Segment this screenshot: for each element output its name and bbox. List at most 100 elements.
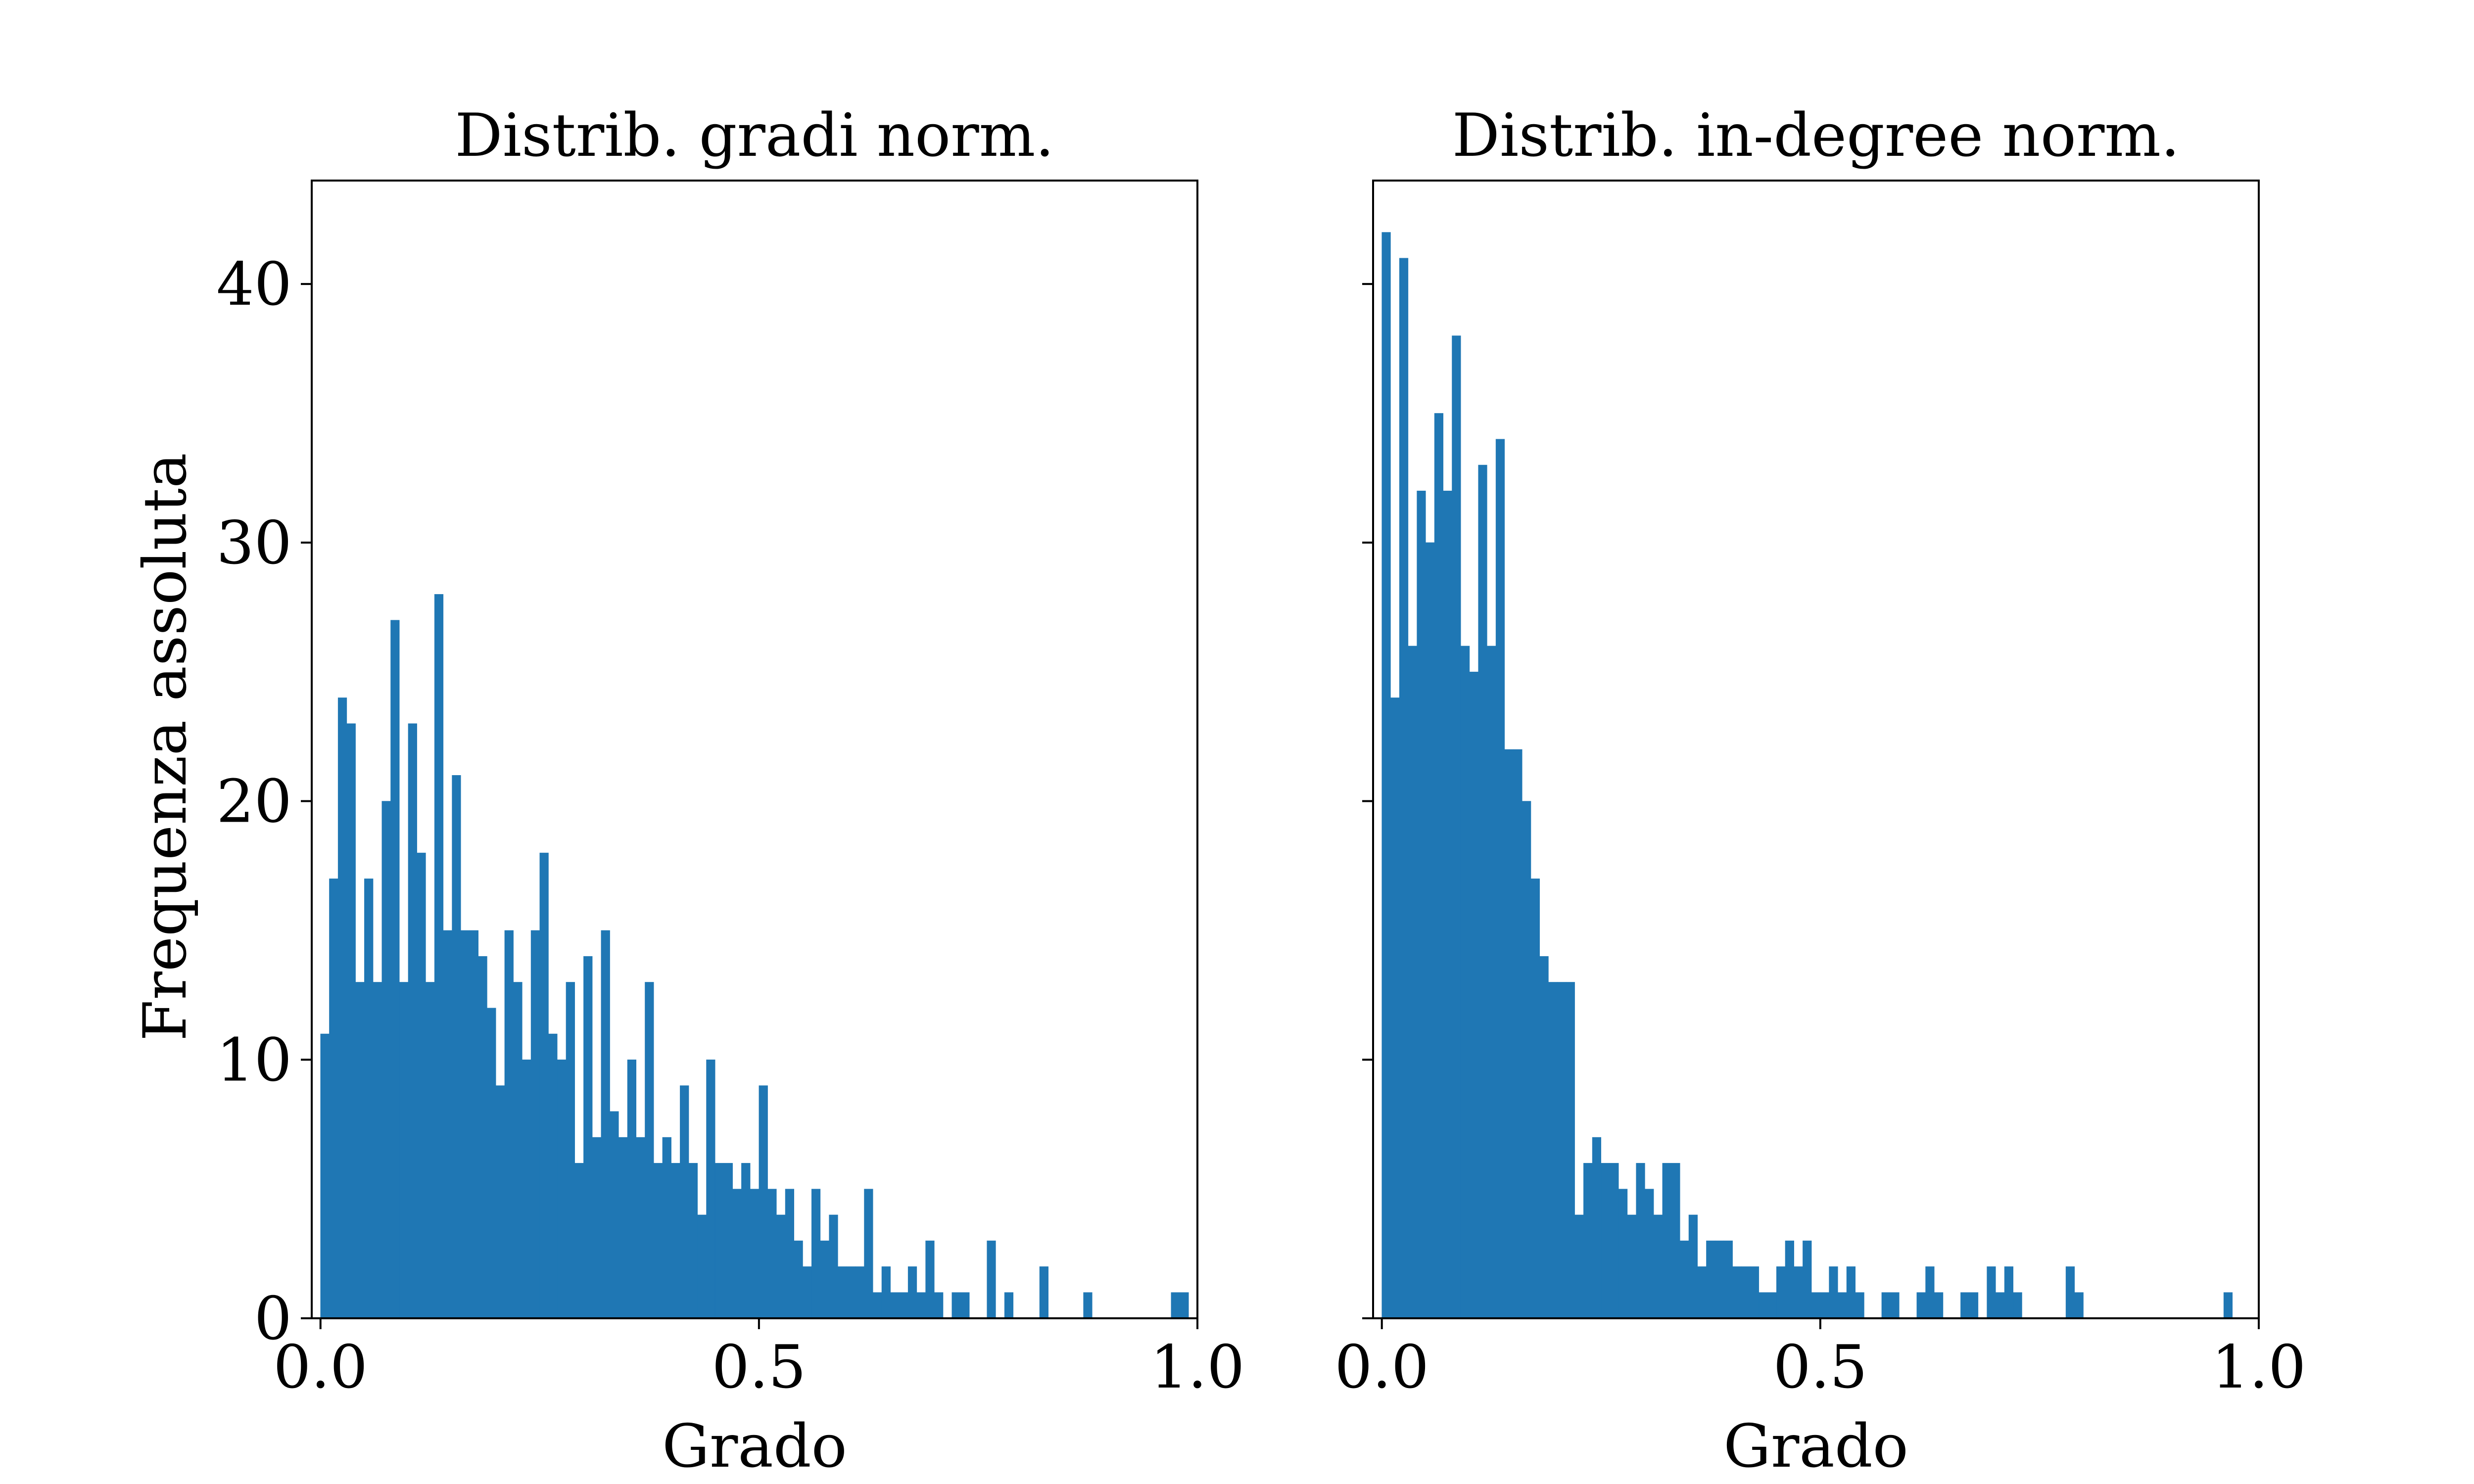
histogram-bar [636, 1137, 645, 1319]
histogram-bar [1732, 1266, 1742, 1319]
histogram-bar [855, 1266, 864, 1319]
histogram-bar [1399, 258, 1409, 1319]
panel-left-y-label: Frequenza assoluta [131, 453, 200, 1041]
histogram-bar [1469, 671, 1478, 1319]
histogram-bar [1478, 464, 1487, 1319]
histogram-bar [574, 1163, 584, 1319]
histogram-bar [645, 982, 654, 1319]
histogram-bar [890, 1292, 900, 1319]
histogram-bar [1610, 1163, 1619, 1319]
histogram-bar [1671, 1163, 1680, 1319]
histogram-bar [1539, 956, 1549, 1319]
histogram-bar [1714, 1240, 1724, 1319]
histogram-bar [320, 1033, 330, 1319]
y-tick-label: 10 [216, 1026, 292, 1095]
histogram-bar [714, 1163, 724, 1319]
histogram-bar [960, 1292, 970, 1319]
histogram-bar [1794, 1266, 1803, 1319]
y-tick-label: 30 [216, 509, 292, 578]
histogram-bar [610, 1111, 619, 1319]
histogram-bar [820, 1240, 829, 1319]
histogram-bar [2074, 1292, 2084, 1319]
histogram-bar [1838, 1292, 1847, 1319]
histogram-bar [1443, 491, 1452, 1319]
panel-right: Distrib. in-degree norm. 0.0 0.5 1.0 Grado [1334, 101, 2306, 1481]
panel-right-x-label: Grado [1723, 1412, 1908, 1481]
histogram-bar [461, 930, 470, 1319]
y-tick-label: 40 [216, 250, 292, 319]
panel-left-x-label: Grado [662, 1412, 847, 1481]
histogram-bar [952, 1292, 961, 1319]
histogram-bar [846, 1266, 856, 1319]
histogram-bar [478, 956, 487, 1319]
histogram-bar [671, 1163, 680, 1319]
histogram-bar [1811, 1292, 1821, 1319]
y-tick-label: 20 [216, 768, 292, 836]
histogram-bar [680, 1085, 689, 1319]
histogram-bar [399, 982, 409, 1319]
histogram-bar [1829, 1266, 1838, 1319]
histogram-bar [907, 1266, 917, 1319]
histogram-bar [794, 1240, 803, 1319]
histogram-bar [364, 879, 374, 1319]
histogram-bar [487, 1008, 496, 1319]
histogram-bar [566, 982, 575, 1319]
histogram-bar [381, 801, 391, 1319]
histogram-bar [1680, 1240, 1689, 1319]
histogram-bar [697, 1214, 707, 1319]
histogram-bar [1987, 1266, 1996, 1319]
panel-left: Distrib. gradi norm. 0 10 20 30 40 0.0 0.5 1.0… [131, 101, 1244, 1481]
histogram-bar [1592, 1137, 1602, 1319]
histogram-bar [1574, 1214, 1584, 1319]
histogram-bar [627, 1060, 636, 1319]
histogram-bar [987, 1240, 996, 1319]
histogram-bar [1881, 1292, 1891, 1319]
histogram-bar [601, 930, 610, 1319]
histogram-bar [1653, 1214, 1663, 1319]
histogram-bar [1855, 1292, 1864, 1319]
histogram-bar [1662, 1163, 1671, 1319]
histogram-bar [1925, 1266, 1935, 1319]
histogram-bar [2065, 1266, 2075, 1319]
histogram-bar [469, 930, 478, 1319]
histogram-bar [1557, 982, 1567, 1319]
histogram-bar [592, 1137, 602, 1319]
histogram-bar [1916, 1292, 1926, 1319]
panel-right-axes-frame [1372, 180, 2260, 1319]
histogram-bar [583, 956, 593, 1319]
panel-left-title: Distrib. gradi norm. [455, 101, 1054, 170]
histogram-bar [1548, 982, 1558, 1319]
histogram-bar [1601, 1163, 1610, 1319]
histogram-bar [346, 723, 356, 1319]
histogram-bar [899, 1292, 908, 1319]
histogram-bar [864, 1189, 873, 1319]
panel-right-y-ticks [1362, 283, 1373, 1319]
histogram-bar [1996, 1292, 2005, 1319]
histogram-bar [1004, 1292, 1014, 1319]
histogram-bar [443, 930, 452, 1319]
histogram-bar [1723, 1240, 1733, 1319]
histogram-bar [1180, 1292, 1189, 1319]
histogram-bar [916, 1292, 926, 1319]
histogram-bar [1627, 1214, 1636, 1319]
histogram-bar [1530, 879, 1540, 1319]
histogram-bar [557, 1060, 567, 1319]
histogram-bar [785, 1189, 795, 1319]
histogram-bar [452, 775, 461, 1319]
histogram-bar [925, 1240, 935, 1319]
histogram-bar [1934, 1292, 1944, 1319]
histogram-bar [1504, 749, 1514, 1319]
panel-right-x-ticks: 0.0 0.5 1.0 [1334, 1318, 2306, 1402]
histogram-bar [1417, 491, 1426, 1319]
panel-left-axes-frame [311, 180, 1198, 1319]
histogram-bar [1645, 1189, 1654, 1319]
histogram-bar [1381, 232, 1391, 1319]
histogram-bar [776, 1214, 786, 1319]
histogram-bar [811, 1189, 821, 1319]
histogram-bar [1583, 1163, 1593, 1319]
x-tick-label: 1.0 [2212, 1333, 2306, 1402]
histogram-bar [1846, 1266, 1856, 1319]
histogram-bar [1750, 1266, 1760, 1319]
histogram-bar [417, 852, 426, 1319]
